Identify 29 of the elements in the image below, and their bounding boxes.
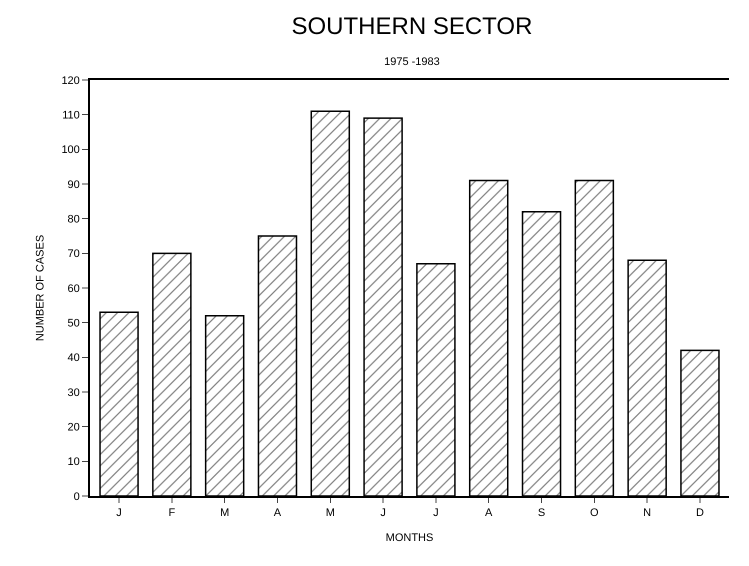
y-tick-label: 70	[68, 248, 80, 260]
y-tick-label: 80	[68, 214, 80, 226]
x-tick-label: M	[326, 507, 335, 520]
x-tick-label: A	[485, 507, 494, 520]
x-tick-label: F	[168, 507, 176, 520]
y-tick-label: 90	[68, 178, 80, 191]
y-tick-label: 100	[61, 144, 80, 156]
y-tick-label: 20	[68, 422, 80, 434]
chart-subtitle: 1975 -1983	[384, 56, 440, 68]
y-axis-title: NUMBER OF CASES	[34, 234, 47, 342]
x-tick-label: A	[274, 507, 282, 520]
x-tick-label: J	[433, 507, 439, 520]
x-tick-label: O	[590, 507, 600, 520]
y-tick-label: 30	[68, 386, 80, 399]
x-tick-label: M	[220, 507, 230, 520]
x-tick-label: J	[116, 507, 122, 520]
y-tick-label: 10	[68, 456, 80, 468]
x-tick-label: N	[643, 507, 652, 520]
y-tick-label: 50	[68, 318, 80, 330]
y-tick-label: 110	[62, 110, 80, 122]
chart-title: SOUTHERN SECTOR	[291, 12, 532, 40]
x-tick-label: J	[380, 507, 386, 520]
x-tick-label: S	[538, 507, 546, 520]
y-tick-label: 60	[68, 282, 80, 295]
x-axis-title: MONTHS	[386, 532, 434, 544]
y-tick-label: 0	[74, 490, 80, 503]
x-tick-label: D	[696, 507, 704, 520]
y-tick-label: 120	[61, 74, 80, 87]
y-tick-label: 40	[68, 352, 80, 364]
